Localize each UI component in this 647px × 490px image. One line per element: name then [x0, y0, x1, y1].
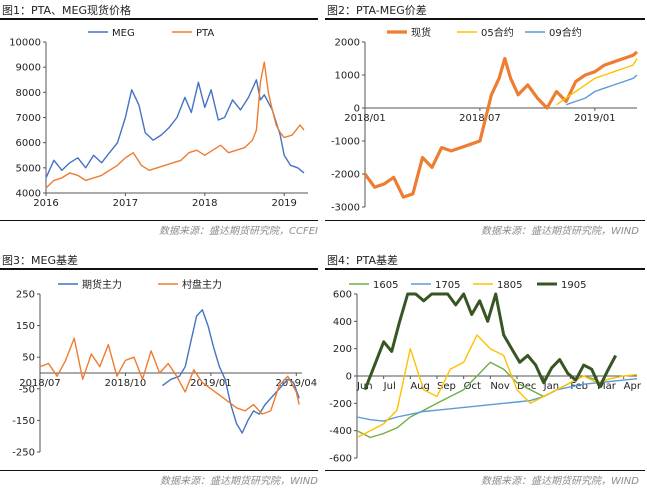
y-tick-label: 200 [333, 344, 352, 355]
x-tick-label: 2016 [33, 198, 58, 209]
series-line-1705 [356, 378, 638, 422]
x-tick-label: 2017 [113, 198, 138, 209]
legend-label-1705: 1705 [435, 280, 460, 291]
y-tick-label: 400 [333, 317, 352, 328]
y-tick-label: 4000 [16, 189, 41, 200]
x-tick-label: Aug [410, 381, 430, 392]
legend-label-村盘主力: 村盘主力 [182, 278, 222, 291]
panel1-title: 图1：PTA、MEG现货价格 [2, 4, 131, 17]
x-tick-label: Apr [624, 381, 642, 392]
chart-meg-basis: -250 -150 -50 50 150 250 2018/07 2018/10 2019/01… [12, 278, 318, 459]
x-tick-label: 2019/04 [276, 378, 318, 389]
y-tick-label: -250 [12, 448, 35, 459]
y-tick-label: -1000 [331, 137, 360, 148]
y-tick-label: 250 [16, 290, 35, 301]
panel3-rule [0, 268, 318, 270]
panel2-title: 图2：PTA-MEG价差 [327, 4, 427, 17]
y-tick-label: 7000 [16, 113, 41, 124]
chart-pta-basis: -600 -400 -200 0 200 400 600 Jun Jul Aug Sep Oct Nov… [329, 280, 642, 465]
y-tick-label: -150 [12, 416, 35, 427]
y-tick-label: -600 [329, 454, 352, 465]
x-tick-label: Nov [490, 381, 510, 392]
panel2-bottom-rule [325, 220, 645, 221]
panel3-bottom-rule [0, 470, 318, 471]
series-line-1605 [356, 361, 598, 439]
x-tick-label: 2018/07 [19, 378, 61, 389]
x-tick-label: Jul [383, 381, 396, 392]
legend-label-期货主力: 期货主力 [82, 278, 122, 291]
y-tick-label: 0 [346, 372, 352, 383]
panel2-rule [325, 18, 645, 20]
series-line-现货 [363, 50, 639, 199]
legend-label-05合约: 05合约 [481, 26, 514, 39]
panel4-bottom-rule [325, 470, 645, 471]
x-tick-label: Oct [464, 381, 481, 392]
series-line-1805 [356, 334, 638, 439]
panel2-source: 数据来源：盛达期货研究院，WIND [480, 226, 639, 237]
series-line-09合约 [565, 74, 638, 106]
x-tick-label: 2018/01 [344, 113, 386, 124]
x-tick-label: 2019/01 [574, 113, 616, 124]
panel1-source: 数据来源：盛达期货研究院，CCFEI [159, 226, 318, 237]
x-tick-label: Jan [543, 381, 559, 392]
legend-label-1805: 1805 [497, 280, 522, 291]
legend-label-PTA: PTA [196, 28, 214, 39]
panel3-source: 数据来源：盛达期货研究院，WIND [159, 476, 318, 487]
y-tick-label: 150 [16, 321, 35, 332]
series-line-1905 [363, 292, 618, 391]
panel1-bottom-rule [0, 220, 318, 221]
panel3-title: 图3：MEG基差 [2, 254, 78, 267]
series-line-MEG [45, 79, 305, 179]
y-tick-label: -3000 [331, 203, 360, 214]
chart-pta-meg-spread: -3000 -2000 -1000 0 1000 2000 2018/01 2018/07 20… [331, 26, 639, 214]
legend-label-1605: 1605 [373, 280, 398, 291]
y-tick-label: 8000 [16, 88, 41, 99]
x-tick-label: Jun [356, 381, 373, 392]
x-tick-label: 2019/01 [190, 378, 232, 389]
series-line-PTA [45, 61, 305, 189]
y-tick-label: -200 [329, 399, 352, 410]
y-tick-label: 0 [354, 104, 360, 115]
series-line-期货主力 [162, 309, 300, 434]
y-tick-label: -50 [19, 384, 35, 395]
x-tick-label: Dec [517, 381, 536, 392]
x-tick-label: 2018/07 [459, 113, 501, 124]
legend-label-MEG: MEG [112, 28, 135, 39]
y-tick-label: -2000 [331, 170, 360, 181]
y-tick-label: 9000 [16, 63, 41, 74]
y-tick-label: 1000 [335, 71, 360, 82]
y-tick-label: 10000 [9, 38, 41, 49]
legend-label-现货: 现货 [411, 26, 431, 39]
chart-pta-meg-price: 4000 5000 6000 7000 8000 9000 10000 2016 2017 201… [9, 28, 308, 209]
y-tick-label: 5000 [16, 163, 41, 174]
x-tick-label: 2018/10 [105, 378, 147, 389]
x-tick-label: Sep [437, 381, 456, 392]
x-tick-label: Feb [570, 381, 588, 392]
x-tick-label: Mar [597, 381, 617, 392]
series-line-村盘主力 [39, 337, 300, 415]
y-tick-label: 50 [22, 353, 35, 364]
legend-label-09合约: 09合约 [549, 26, 582, 39]
y-tick-label: -400 [329, 426, 352, 437]
panel4-source: 数据来源：盛达期货研究院，WIND [480, 476, 639, 487]
panel4-rule [325, 268, 645, 270]
x-tick-label: 2018 [192, 198, 217, 209]
y-tick-label: 600 [333, 290, 352, 301]
x-tick-label: 2019 [271, 198, 296, 209]
y-tick-label: 2000 [335, 38, 360, 49]
y-tick-label: 6000 [16, 138, 41, 149]
series-line-05合约 [556, 58, 638, 106]
panel4-title: 图4：PTA基差 [327, 254, 399, 267]
panel1-rule [0, 18, 318, 20]
legend-label-1905: 1905 [561, 280, 586, 291]
